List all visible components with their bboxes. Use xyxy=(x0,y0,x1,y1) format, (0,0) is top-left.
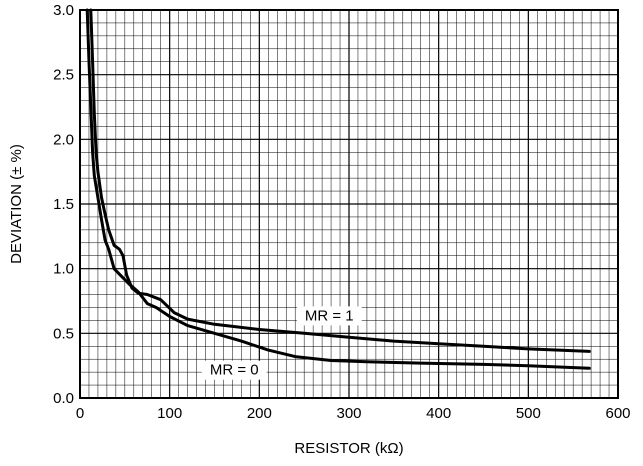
y-tick-label: 1.0 xyxy=(53,261,74,278)
x-tick-label: 100 xyxy=(157,405,182,422)
y-tick-label: 0.5 xyxy=(53,325,74,342)
y-tick-label: 1.5 xyxy=(53,196,74,213)
y-tick-label: 0.0 xyxy=(53,390,74,407)
series-label-mr1: MR = 1 xyxy=(305,307,354,324)
x-axis-title: RESISTOR (kΩ) xyxy=(294,440,403,457)
major-grid xyxy=(80,10,618,398)
x-tick-label: 0 xyxy=(76,405,84,422)
series-line-mr0 xyxy=(85,8,591,370)
y-tick-label: 2.0 xyxy=(53,131,74,148)
tick-labels: 0 100 200 300 400 500 600 0.0 0.5 1.0 1.5 2.0 2.5 3.0 xyxy=(53,2,630,422)
x-tick-label: 600 xyxy=(605,405,630,422)
x-tick-label: 200 xyxy=(247,405,272,422)
mr0-label-background xyxy=(201,360,267,380)
series-label-mr0: MR = 0 xyxy=(210,362,259,379)
y-tick-label: 3.0 xyxy=(53,2,74,19)
x-tick-label: 400 xyxy=(426,405,451,422)
x-tick-label: 500 xyxy=(516,405,541,422)
series-layer xyxy=(85,8,591,370)
series-label-layer: MR = 1 MR = 0 xyxy=(201,306,362,380)
mr1-label-background xyxy=(296,306,362,326)
plot-frame xyxy=(79,9,619,399)
y-axis-title: DEVIATION (± %) xyxy=(8,144,25,264)
y-tick-label: 2.5 xyxy=(53,67,74,84)
x-tick-label: 300 xyxy=(336,405,361,422)
